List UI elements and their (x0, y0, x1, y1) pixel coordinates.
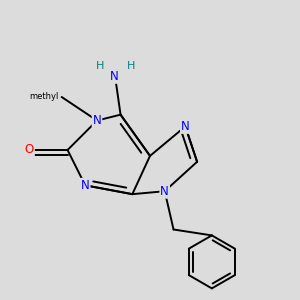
Text: O: O (25, 143, 34, 157)
Text: N: N (93, 114, 101, 127)
Text: H: H (127, 61, 135, 71)
Text: H: H (96, 61, 104, 71)
Text: N: N (181, 120, 190, 133)
Text: N: N (81, 179, 90, 192)
Text: N: N (110, 70, 119, 83)
Text: methyl: methyl (29, 92, 59, 101)
Text: N: N (160, 185, 169, 198)
